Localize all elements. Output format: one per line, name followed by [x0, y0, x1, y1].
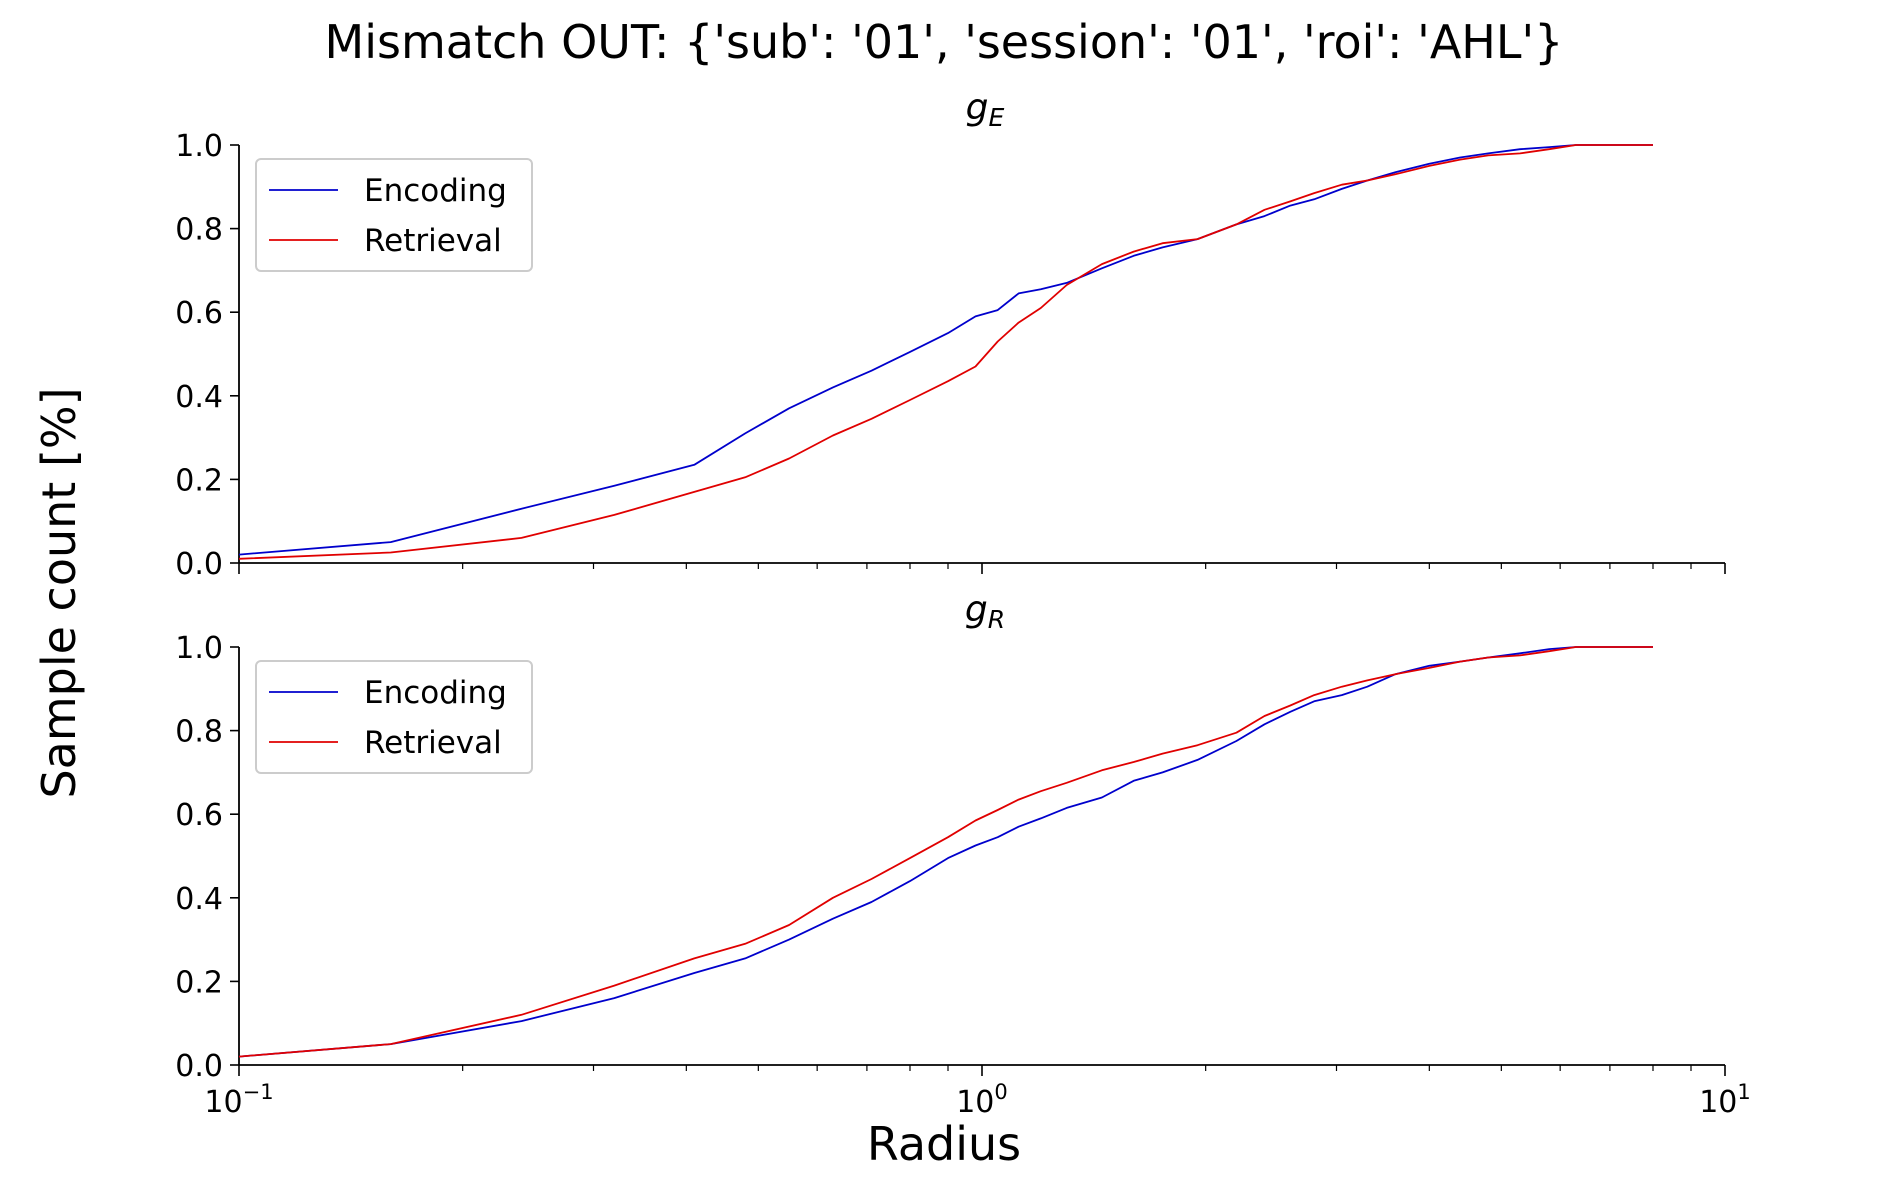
y-tick-label: 0.8 — [175, 213, 223, 248]
legend: Encoding Retrieval — [255, 660, 533, 774]
legend-label-encoding: Encoding — [364, 675, 507, 711]
y-tick-label: 0.2 — [175, 965, 223, 1000]
series-line-retrieval — [238, 646, 1653, 1058]
y-tick-label: 1.0 — [175, 129, 223, 164]
legend: Encoding Retrieval — [255, 158, 533, 272]
figure-suptitle: Mismatch OUT: {'sub': '01', 'session': '… — [325, 15, 1564, 69]
x-tick-label: 10−1 — [204, 1080, 273, 1120]
legend-box — [255, 660, 533, 774]
y-tick-label: 1.0 — [175, 631, 223, 666]
y-tick-label: 0.6 — [175, 296, 223, 331]
y-axis-label: Sample count [%] — [32, 387, 86, 798]
series-line-encoding — [238, 144, 1653, 556]
subplot-title: gR — [965, 589, 1005, 634]
y-tick-label: 0.6 — [175, 798, 223, 833]
legend-label-retrieval: Retrieval — [364, 725, 502, 761]
y-tick-label: 0.2 — [175, 463, 223, 498]
subplot-2: gR 0.0 0.2 0.4 0.6 0.8 1.0 10−1 100 101 Encoding Re… — [175, 589, 1751, 1120]
subplot-1: gE 0.0 0.2 0.4 0.6 0.8 1.0 Encoding Retrieval — [175, 87, 1726, 582]
legend-box — [255, 158, 533, 272]
y-tick-label: 0.4 — [175, 882, 223, 917]
x-axis-label: Radius — [867, 1117, 1021, 1171]
legend-label-encoding: Encoding — [364, 173, 507, 209]
legend-label-retrieval: Retrieval — [364, 223, 502, 259]
subplot-title: gE — [966, 87, 1005, 132]
y-tick-label: 0.0 — [175, 1049, 223, 1084]
x-tick-label: 100 — [956, 1080, 1008, 1120]
series-line-retrieval — [238, 144, 1653, 560]
y-tick-label: 0.4 — [175, 380, 223, 415]
subplots: gE 0.0 0.2 0.4 0.6 0.8 1.0 Encoding Retrieval gR 0… — [175, 87, 1751, 1120]
x-tick-label: 101 — [1699, 1080, 1751, 1120]
y-tick-label: 0.8 — [175, 715, 223, 750]
y-tick-label: 0.0 — [175, 547, 223, 582]
